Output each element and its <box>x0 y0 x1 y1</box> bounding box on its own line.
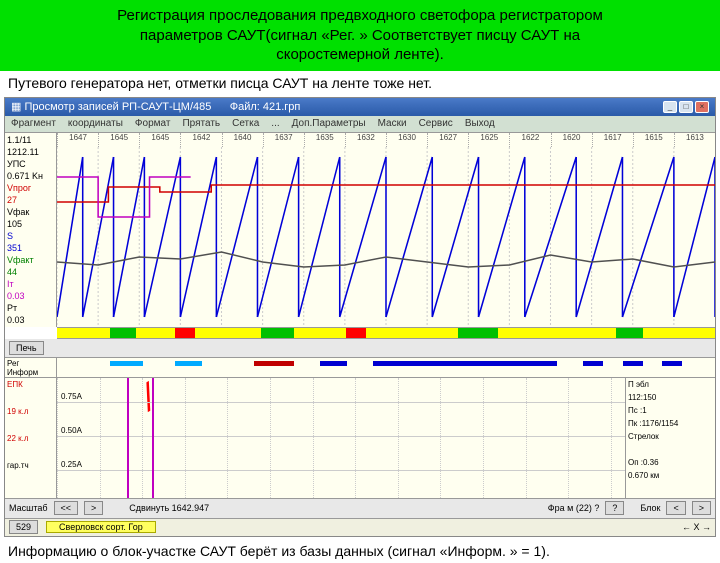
scale-label: Масштаб <box>9 503 48 513</box>
menu-item[interactable]: Доп.Параметры <box>292 118 366 130</box>
frame-label: Фра м (22) ? <box>548 503 600 513</box>
title-line-3: скоростемерной ленте). <box>10 45 710 65</box>
block-label: Блок <box>640 503 660 513</box>
menu-item[interactable]: Маски <box>378 118 407 130</box>
lower-chart-area: ЕПК19 к.л22 к.лгар.тч ╱ 0.75A0.50A0.25A … <box>5 378 715 498</box>
main-chart-area: 1.1/111212.11УПС0.671 KнVпрог27Vфак105S3… <box>5 132 715 327</box>
app-window: ▦ Просмотр записей РП-САУТ-ЦМ/485 Файл: … <box>4 97 716 537</box>
minimize-button[interactable]: _ <box>663 101 677 113</box>
digital-area <box>57 358 715 377</box>
block-prev-button[interactable]: < <box>666 501 685 515</box>
menu-item[interactable]: Формат <box>135 118 171 130</box>
menu-item[interactable]: Сервис <box>419 118 453 130</box>
color-strip <box>57 327 715 339</box>
status-bar: 529 Сверловск сорт. Гор ← X → <box>5 518 715 536</box>
titlebar: ▦ Просмотр записей РП-САУТ-ЦМ/485 Файл: … <box>5 98 715 116</box>
digital-strip: Рег Информ <box>5 358 715 378</box>
bottom-toolbar: Масштаб << > Сдвинуть 1642.947 Фра м (22… <box>5 498 715 518</box>
maximize-button[interactable]: □ <box>679 101 693 113</box>
menu-item[interactable]: Фрагмент <box>11 118 56 130</box>
close-button[interactable]: × <box>695 101 709 113</box>
pech-button[interactable]: Печь <box>9 341 44 355</box>
slide-title: Регистрация проследования предвходного с… <box>0 0 720 71</box>
status-location: Сверловск сорт. Гор <box>46 521 156 533</box>
red-arrow-annotation: ╱ <box>136 382 160 411</box>
info-panel: П эбл112:150Пс :1Пк :1176/1154СтрелокОп … <box>625 378 715 498</box>
digital-labels: Рег Информ <box>5 358 57 377</box>
lower-y-labels: ЕПК19 к.л22 к.лгар.тч <box>5 378 57 498</box>
status-num[interactable]: 529 <box>9 520 38 534</box>
main-chart[interactable]: 1647164516451642164016371635163216301627… <box>57 133 715 327</box>
lower-chart[interactable]: ╱ 0.75A0.50A0.25A <box>57 378 625 498</box>
chart-svg <box>57 147 715 327</box>
nav-arrows[interactable]: ← X → <box>682 522 711 532</box>
menu-item[interactable]: Выход <box>465 118 495 130</box>
menu-item[interactable]: Прятать <box>182 118 220 130</box>
window-controls: _ □ × <box>663 101 709 113</box>
scale-up-button[interactable]: > <box>84 501 103 515</box>
app-icon: ▦ <box>11 101 24 113</box>
x-axis-ticks: 1647164516451642164016371635163216301627… <box>57 133 715 147</box>
title-line-2: параметров САУТ(сигнал «Рег. » Соответст… <box>10 26 710 46</box>
shift-label: Сдвинуть 1642.947 <box>129 503 209 513</box>
button-row: Печь <box>5 339 715 358</box>
app-title: ▦ Просмотр записей РП-САУТ-ЦМ/485 Файл: … <box>11 100 300 113</box>
title-line-1: Регистрация проследования предвходного с… <box>10 6 710 26</box>
menu-item[interactable]: Сетка <box>232 118 259 130</box>
menu-item[interactable]: ... <box>271 118 279 130</box>
footer-text: Информацию о блок-участке САУТ берёт из … <box>0 539 720 563</box>
menubar: Фрагмент координаты Формат Прятать Сетка... Д… <box>5 116 715 132</box>
y-axis-labels: 1.1/111212.11УПС0.671 KнVпрог27Vфак105S3… <box>5 133 57 327</box>
block-next-button[interactable]: > <box>692 501 711 515</box>
scale-down-button[interactable]: << <box>54 501 79 515</box>
menu-item[interactable]: координаты <box>68 118 123 130</box>
subtitle: Путевого генератора нет, отметки писца С… <box>0 71 720 95</box>
frame-button[interactable]: ? <box>605 501 624 515</box>
